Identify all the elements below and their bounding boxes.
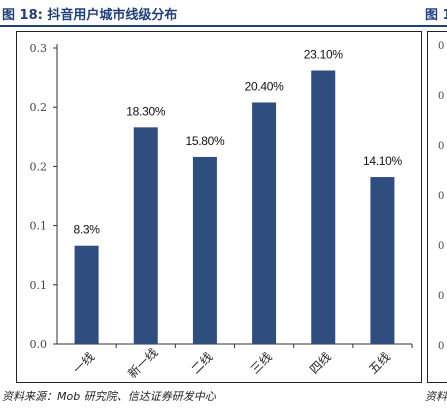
bar [311,70,336,344]
next-tick: 0 [438,91,445,102]
bar [74,245,99,344]
next-tick: 0 [438,191,445,202]
bar [370,177,395,344]
data-label: 23.10% [304,47,344,61]
data-label: 20.40% [245,79,285,93]
next-tick: 0 [438,291,445,302]
y-tick-label: 0.1 [30,220,48,233]
source-note: 资料来源：Mob 研究院、信达证券研发中心 [2,390,216,403]
y-tick-label: 0.2 [30,160,48,173]
title-divider [0,25,447,27]
x-tick-label: 五线 [366,350,393,377]
data-label: 15.80% [185,134,225,148]
data-label: 14.10% [363,154,403,168]
bar [133,127,158,344]
x-tick-label: 三线 [248,350,275,377]
next-figure-title: 图 1 [425,8,447,23]
y-tick-label: 0.3 [30,42,48,55]
chart-frame [16,31,422,383]
y-tick-label: 0.1 [30,279,48,292]
next-chart-ticks: 0 0 0 0 0 0 0 [438,31,447,383]
next-tick: 0 [438,341,445,352]
next-chart-frame [427,31,447,383]
next-source-note: 资料 [425,390,447,403]
x-tick-label: 二线 [189,350,216,377]
next-tick: 0 [438,141,445,152]
bar [252,102,277,345]
y-tick-label: 0.2 [30,101,48,114]
next-tick: 0 [438,241,445,252]
x-tick-label: 四线 [307,350,334,377]
x-tick-label: 新一线 [125,345,161,381]
next-tick: 0 [438,41,445,52]
data-label: 8.3% [74,223,101,237]
y-tick-label: 0.0 [30,338,48,351]
data-label: 18.30% [126,104,166,118]
bar [192,156,217,344]
x-tick-label: 一线 [70,350,97,377]
figure-title: 图 18: 抖音用户城市线级分布 [2,8,178,23]
